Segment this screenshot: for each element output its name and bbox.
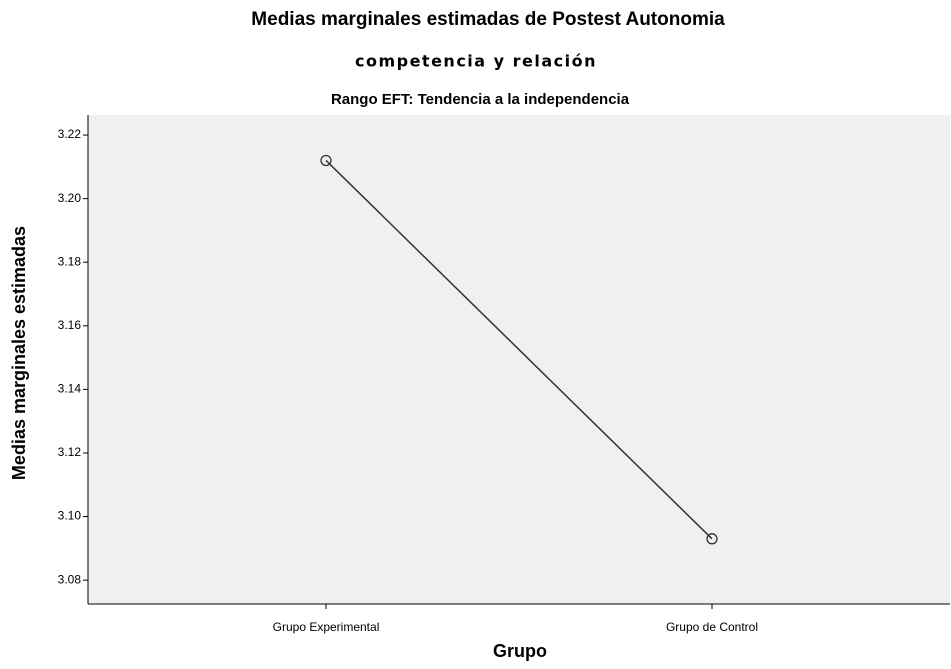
plot-area	[88, 115, 950, 604]
chart-title: Medias marginales estimadas de Postest A…	[251, 9, 725, 30]
x-tick-label: Grupo de Control	[666, 620, 758, 634]
y-tick-label: 3.10	[58, 509, 82, 523]
y-tick-label: 3.14	[58, 382, 82, 396]
x-tick-label: Grupo Experimental	[273, 620, 380, 634]
x-axis-label: Grupo	[493, 641, 547, 661]
y-tick-label: 3.08	[58, 572, 82, 586]
line-series	[325, 159, 713, 540]
point-marker	[706, 533, 718, 545]
point-marker	[320, 154, 332, 167]
y-tick-label: 3.16	[58, 318, 82, 332]
y-tick-label: 3.18	[58, 254, 82, 268]
y-tick-label: 3.20	[58, 191, 82, 205]
y-tick-label: 3.12	[58, 445, 82, 459]
chart-title-line2: competencia y relación	[355, 52, 597, 71]
y-tick-label: 3.22	[58, 127, 82, 141]
chart-subtitle: Rango EFT: Tendencia a la independencia	[331, 91, 630, 108]
y-axis-label: Medias marginales estimadas	[9, 226, 29, 480]
